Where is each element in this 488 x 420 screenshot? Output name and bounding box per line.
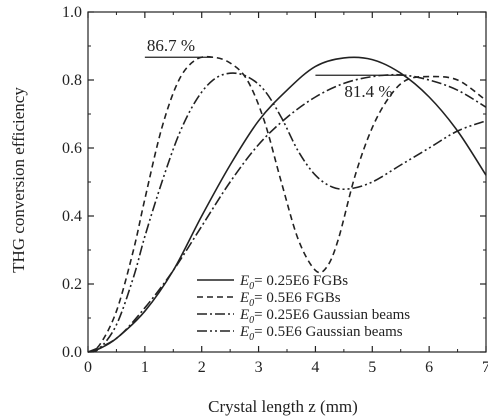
annotation-label: 81.4 % xyxy=(344,82,392,101)
x-tick-label: 1 xyxy=(141,359,149,376)
y-tick-label: 1.0 xyxy=(62,4,82,21)
y-tick-label: 0.4 xyxy=(62,208,82,225)
series-layer xyxy=(87,55,487,353)
annotation-label: 86.7 % xyxy=(147,36,195,55)
y-tick-label: 0.6 xyxy=(62,140,82,157)
series-line-2 xyxy=(87,55,487,353)
y-tick-label: 0.0 xyxy=(62,344,82,361)
x-tick-label: 0 xyxy=(84,359,92,376)
legend-label-3: E0= 0.25E6 Gaussian beams xyxy=(239,307,410,326)
x-tick-label: 6 xyxy=(425,359,433,376)
x-tick-label: 3 xyxy=(255,359,263,376)
x-tick-label: 2 xyxy=(198,359,206,376)
axes: 0 1 2 3 4 5 6 7 0.0 0.2 0.4 0.6 0.8 1.0 xyxy=(62,4,488,376)
x-tick-label: 5 xyxy=(368,359,376,376)
x-tick-label: 4 xyxy=(311,359,319,376)
legend-label-4: E0= 0.5E6 Gaussian beams xyxy=(239,324,403,343)
legend-label-2: E0= 0.5E6 FGBs xyxy=(239,290,341,309)
x-tick-label: 7 xyxy=(482,359,488,376)
y-axis-label: THG conversion efficiency xyxy=(9,87,28,273)
series-line-4 xyxy=(87,72,487,353)
y-tick-label: 0.2 xyxy=(62,276,82,293)
annotation-layer: 86.7 % 81.4 % xyxy=(144,36,407,101)
series-line-1 xyxy=(87,56,487,353)
legend-label-1: E0= 0.25E6 FGBs xyxy=(239,273,348,292)
y-tick-label: 0.8 xyxy=(62,72,82,89)
series-line-3 xyxy=(87,73,487,353)
x-axis-label: Crystal length z (mm) xyxy=(208,397,358,416)
